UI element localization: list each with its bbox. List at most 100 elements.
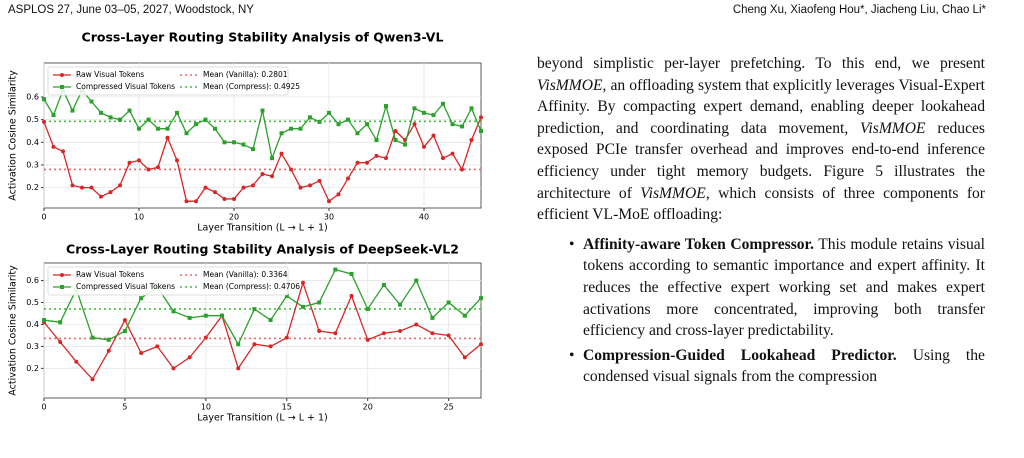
marker [284, 335, 289, 340]
marker [365, 307, 370, 312]
marker [279, 131, 284, 136]
marker [365, 337, 370, 342]
x-tick-label: 15 [282, 403, 292, 412]
x-tick-label: 40 [419, 213, 429, 222]
marker [479, 342, 483, 347]
marker [346, 176, 350, 181]
marker [462, 313, 467, 318]
marker [127, 108, 132, 113]
legend-label: Compressed Visual Tokens [76, 282, 175, 291]
marker [74, 359, 79, 364]
marker [203, 335, 208, 340]
marker [137, 158, 141, 163]
marker [236, 342, 241, 347]
x-tick-label: 5 [122, 403, 127, 412]
running-header: ASPLOS 27, June 03–05, 2027, Woodstock, … [8, 4, 254, 16]
marker [441, 156, 445, 161]
text: reduces exposed PCIe transfer overhead a… [537, 119, 985, 202]
marker [58, 340, 63, 345]
legend-marker [60, 73, 64, 77]
marker [106, 348, 111, 353]
legend-box [47, 66, 289, 96]
legend-box [47, 266, 289, 296]
marker [146, 167, 151, 172]
marker [137, 126, 141, 131]
bullet: Compression-Guided Lookahead Predictor. … [569, 345, 985, 388]
marker [184, 199, 189, 204]
marker [251, 147, 255, 152]
marker [300, 280, 305, 285]
marker [268, 344, 273, 349]
marker [479, 128, 483, 133]
marker [61, 149, 65, 154]
marker [327, 199, 331, 204]
marker [270, 174, 274, 179]
marker [289, 126, 293, 131]
marker [42, 97, 46, 102]
chart-title: Cross-Layer Routing Stability Analysis o… [82, 30, 444, 45]
marker [374, 138, 379, 143]
marker [90, 335, 95, 340]
marker [450, 151, 455, 156]
series-line [43, 268, 482, 346]
marker [241, 185, 246, 190]
marker [393, 138, 398, 143]
marker [194, 199, 198, 204]
text: beyond simplistic per-layer prefetching.… [537, 55, 985, 72]
legend-marker [60, 285, 64, 289]
marker [203, 313, 208, 318]
marker [252, 307, 257, 312]
marker [252, 342, 257, 347]
marker [171, 309, 176, 314]
marker [89, 99, 94, 104]
x-tick-label: 10 [201, 403, 211, 412]
marker [381, 282, 386, 287]
marker [175, 158, 179, 163]
marker [127, 160, 132, 165]
marker [460, 167, 464, 172]
x-axis-label: Layer Transition (L → L + 1) [197, 223, 328, 234]
marker [187, 315, 192, 320]
marker [51, 113, 56, 118]
x-tick-label: 20 [363, 403, 373, 412]
x-tick-label: 0 [41, 403, 46, 412]
marker [308, 115, 312, 120]
y-tick-label: 0.4 [26, 138, 39, 147]
marker [412, 106, 417, 111]
marker [346, 117, 350, 122]
marker [441, 101, 445, 106]
marker [90, 377, 95, 382]
marker [232, 140, 236, 145]
marker [317, 300, 322, 305]
y-tick-label: 0.6 [26, 92, 39, 101]
marker [51, 144, 56, 149]
marker [403, 142, 407, 147]
bullet-text: Using the condensed visual signals from … [583, 346, 985, 386]
marker [122, 329, 127, 334]
marker [317, 178, 322, 183]
marker [270, 156, 274, 161]
marker [80, 185, 84, 190]
marker [327, 110, 331, 115]
marker [412, 122, 417, 127]
y-tick-label: 0.4 [26, 320, 39, 329]
marker [349, 293, 354, 298]
marker [450, 122, 455, 127]
marker [384, 104, 388, 109]
marker [336, 122, 341, 127]
marker [146, 117, 151, 122]
marker [118, 117, 122, 122]
marker [156, 126, 160, 131]
y-tick-label: 0.5 [26, 298, 39, 307]
marker [232, 196, 236, 201]
marker [236, 366, 241, 371]
x-tick-label: 0 [41, 213, 46, 222]
marker [384, 156, 388, 161]
marker [479, 296, 483, 301]
marker [175, 110, 179, 115]
y-axis-label: Activation Cosine Similarity [8, 265, 19, 396]
marker [393, 128, 398, 133]
marker [422, 144, 426, 149]
marker [381, 331, 386, 336]
chart-title: Cross-Layer Routing Stability Analysis o… [66, 242, 459, 257]
